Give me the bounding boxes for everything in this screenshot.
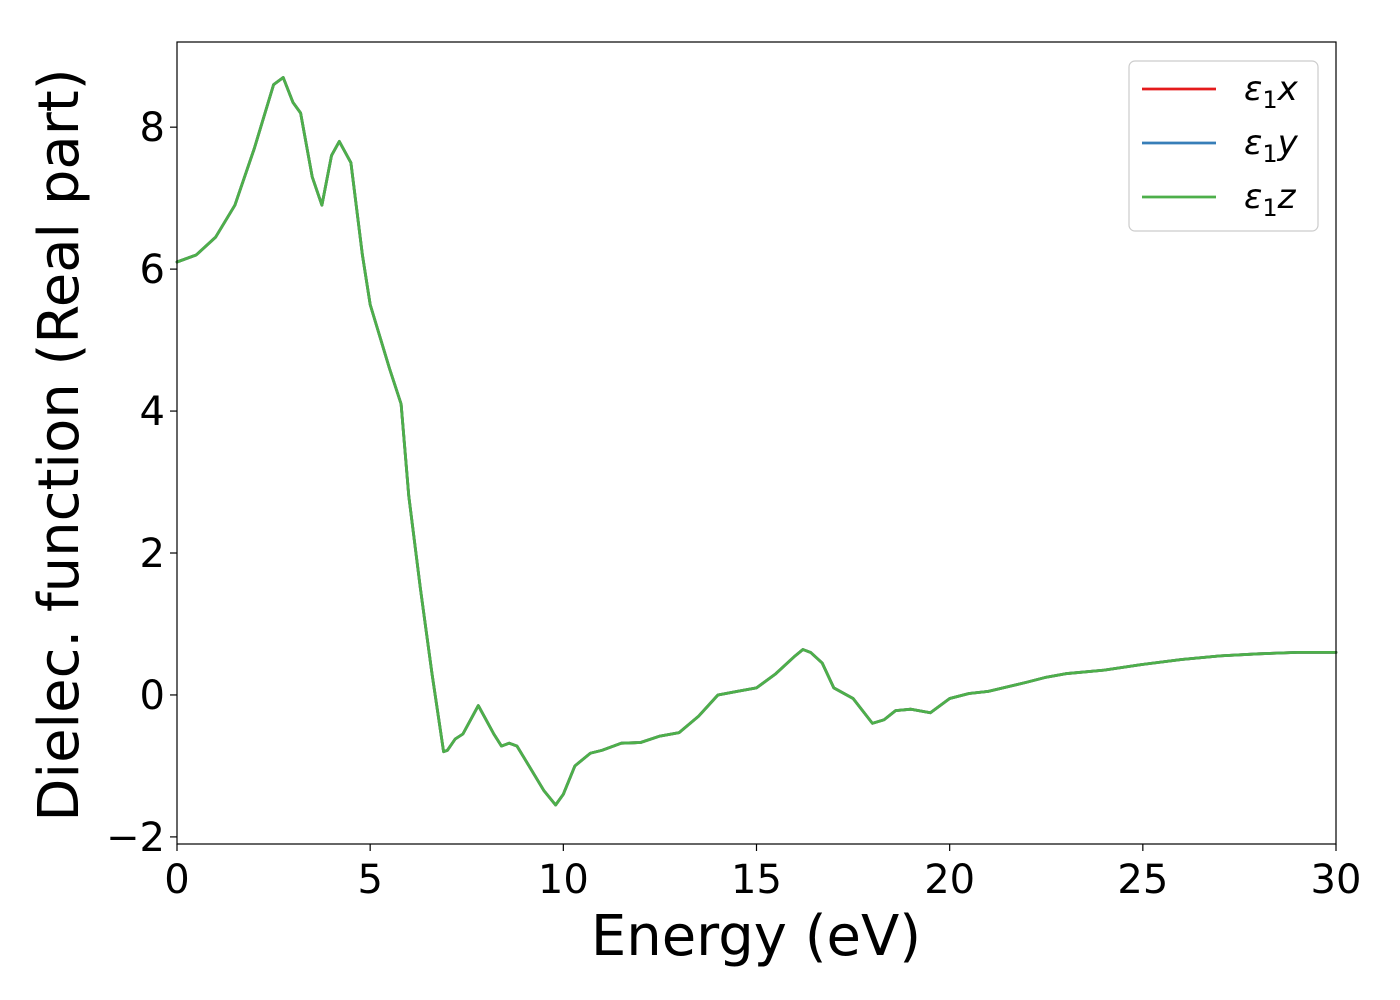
legend-label-x: ε1x [1244, 69, 1299, 114]
series-layer [175, 76, 1338, 807]
x-tick-label: 30 [1311, 857, 1362, 903]
series-line-z [175, 76, 1338, 807]
legend-label-z: ε1z [1244, 177, 1297, 222]
legend-label-y: ε1y [1244, 123, 1299, 168]
x-tick-label: 10 [538, 857, 589, 903]
legend-frame [1128, 60, 1319, 232]
x-axis-ticks: 0 5 10 15 20 25 30 [164, 844, 1361, 903]
y-tick-label: 2 [140, 531, 165, 577]
y-tick-label: 0 [140, 673, 165, 719]
y-tick-label: 8 [140, 105, 165, 151]
x-tick-label: 25 [1117, 857, 1168, 903]
x-tick-label: 20 [924, 857, 975, 903]
x-axis-title: Energy (eV) [591, 904, 921, 969]
x-tick-label: 15 [731, 857, 782, 903]
y-axis-title: Dielec. function (Real part) [27, 68, 92, 821]
legend: ε1x ε1y ε1z [1128, 60, 1319, 232]
y-tick-label: −2 [106, 815, 165, 861]
x-tick-label: 0 [164, 857, 189, 903]
y-tick-label: 6 [140, 247, 165, 293]
x-tick-label: 5 [357, 857, 382, 903]
y-tick-label: 4 [140, 389, 165, 435]
y-axis-ticks: −2 0 2 4 6 8 [106, 105, 177, 861]
